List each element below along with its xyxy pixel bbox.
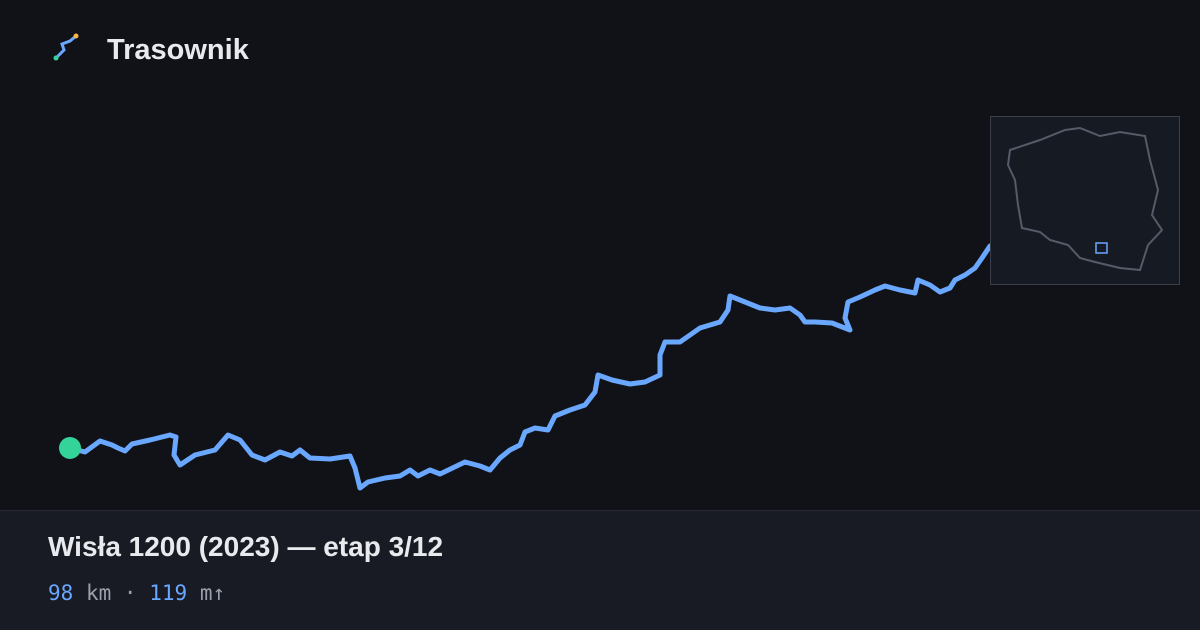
distance-unit: km [85, 581, 112, 605]
elevation-unit: m↑ [199, 581, 226, 605]
elevation: 119 [149, 581, 188, 605]
route-title: Wisła 1200 (2023) — etap 3/12 [48, 531, 444, 562]
map [53, 33, 1180, 491]
logo [53, 33, 79, 61]
info-panel: Wisła 1200 (2023) — etap 3/12 98 km · 11… [0, 510, 1200, 630]
route [67, 243, 993, 491]
separator: · [123, 581, 137, 605]
brand: Trasownik [107, 34, 249, 66]
distance: 98 [48, 581, 74, 605]
route-stats: 98 km · 119 m↑ [48, 581, 225, 605]
inset-map [990, 116, 1180, 285]
start-marker [59, 437, 81, 459]
